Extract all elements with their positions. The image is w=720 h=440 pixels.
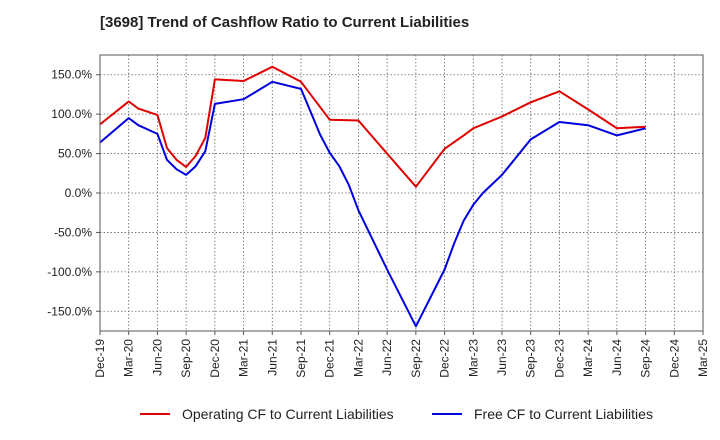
x-tick-label: Dec-19	[93, 339, 107, 378]
x-tick-label: Jun-22	[380, 339, 394, 376]
x-tick-label: Sep-24	[639, 339, 653, 378]
x-tick-label: Dec-20	[208, 339, 222, 378]
x-tick-label: Sep-23	[524, 339, 538, 378]
y-tick-label: -100.0%	[47, 265, 92, 279]
y-tick-label: -150.0%	[47, 304, 92, 318]
legend-label: Operating CF to Current Liabilities	[182, 406, 394, 422]
grid-layer	[100, 55, 703, 331]
x-tick-label: Jun-24	[610, 339, 624, 376]
x-tick-label: Mar-23	[466, 339, 480, 377]
series-line-operating-cf	[99, 65, 646, 188]
axis-layer: 150.0% 100.0% 50.0% 0.0% -50.0% -100.0% -150.0…	[47, 68, 710, 378]
series-line-free-cf	[99, 80, 646, 328]
x-tick-label: Mar-20	[122, 339, 136, 377]
series-layer	[99, 65, 646, 328]
x-tick-label: Dec-21	[323, 339, 337, 378]
x-tick-label: Jun-21	[265, 339, 279, 376]
x-tick-label: Dec-24	[667, 339, 681, 378]
x-tick-label: Dec-22	[438, 339, 452, 378]
y-tick-label: -50.0%	[54, 225, 92, 239]
y-tick-label: 0.0%	[65, 186, 93, 200]
legend-layer: Operating CF to Current Liabilities Free …	[140, 406, 653, 422]
x-tick-label: Mar-21	[237, 339, 251, 377]
x-tick-label: Sep-20	[179, 339, 193, 378]
x-tick-label: Mar-24	[581, 339, 595, 377]
x-tick-label: Mar-25	[696, 339, 710, 377]
x-tick-label: Mar-22	[351, 339, 365, 377]
x-tick-label: Jun-20	[150, 339, 164, 376]
y-tick-label: 50.0%	[58, 147, 92, 161]
x-tick-label: Sep-21	[294, 339, 308, 378]
x-tick-label: Jun-23	[495, 339, 509, 376]
x-tick-label: Dec-23	[552, 339, 566, 378]
x-tick-label: Sep-22	[409, 339, 423, 378]
legend-label: Free CF to Current Liabilities	[474, 406, 653, 422]
y-tick-label: 150.0%	[51, 68, 92, 82]
chart-title: [3698] Trend of Cashflow Ratio to Curren…	[100, 14, 470, 31]
y-tick-label: 100.0%	[51, 107, 92, 121]
